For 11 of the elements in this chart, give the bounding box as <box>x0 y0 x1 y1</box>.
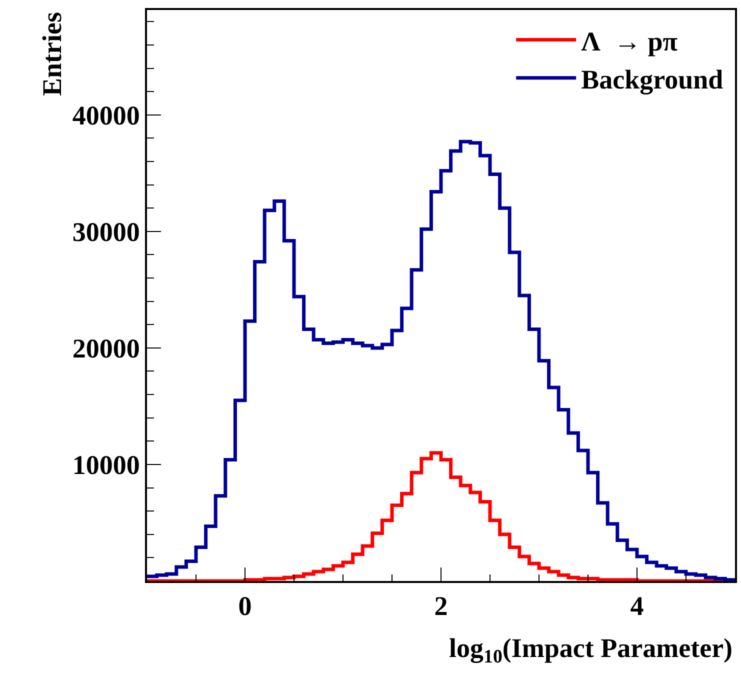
y-axis-title: Entries <box>37 12 67 96</box>
x-tick-label: 2 <box>434 591 448 622</box>
x-axis-title: log$_{10}$(Impact Parameter) <box>449 633 733 668</box>
y-tick-label: 20000 <box>72 333 140 364</box>
legend-label: Λ → pπ <box>581 26 678 56</box>
legend-label: Background <box>581 64 724 94</box>
y-tick-label: 40000 <box>72 100 140 130</box>
y-tick-label: 30000 <box>72 216 140 247</box>
x-tick-label: 4 <box>630 591 644 622</box>
x-tick-label: 0 <box>238 591 252 622</box>
y-tick-label: 10000 <box>72 450 140 480</box>
